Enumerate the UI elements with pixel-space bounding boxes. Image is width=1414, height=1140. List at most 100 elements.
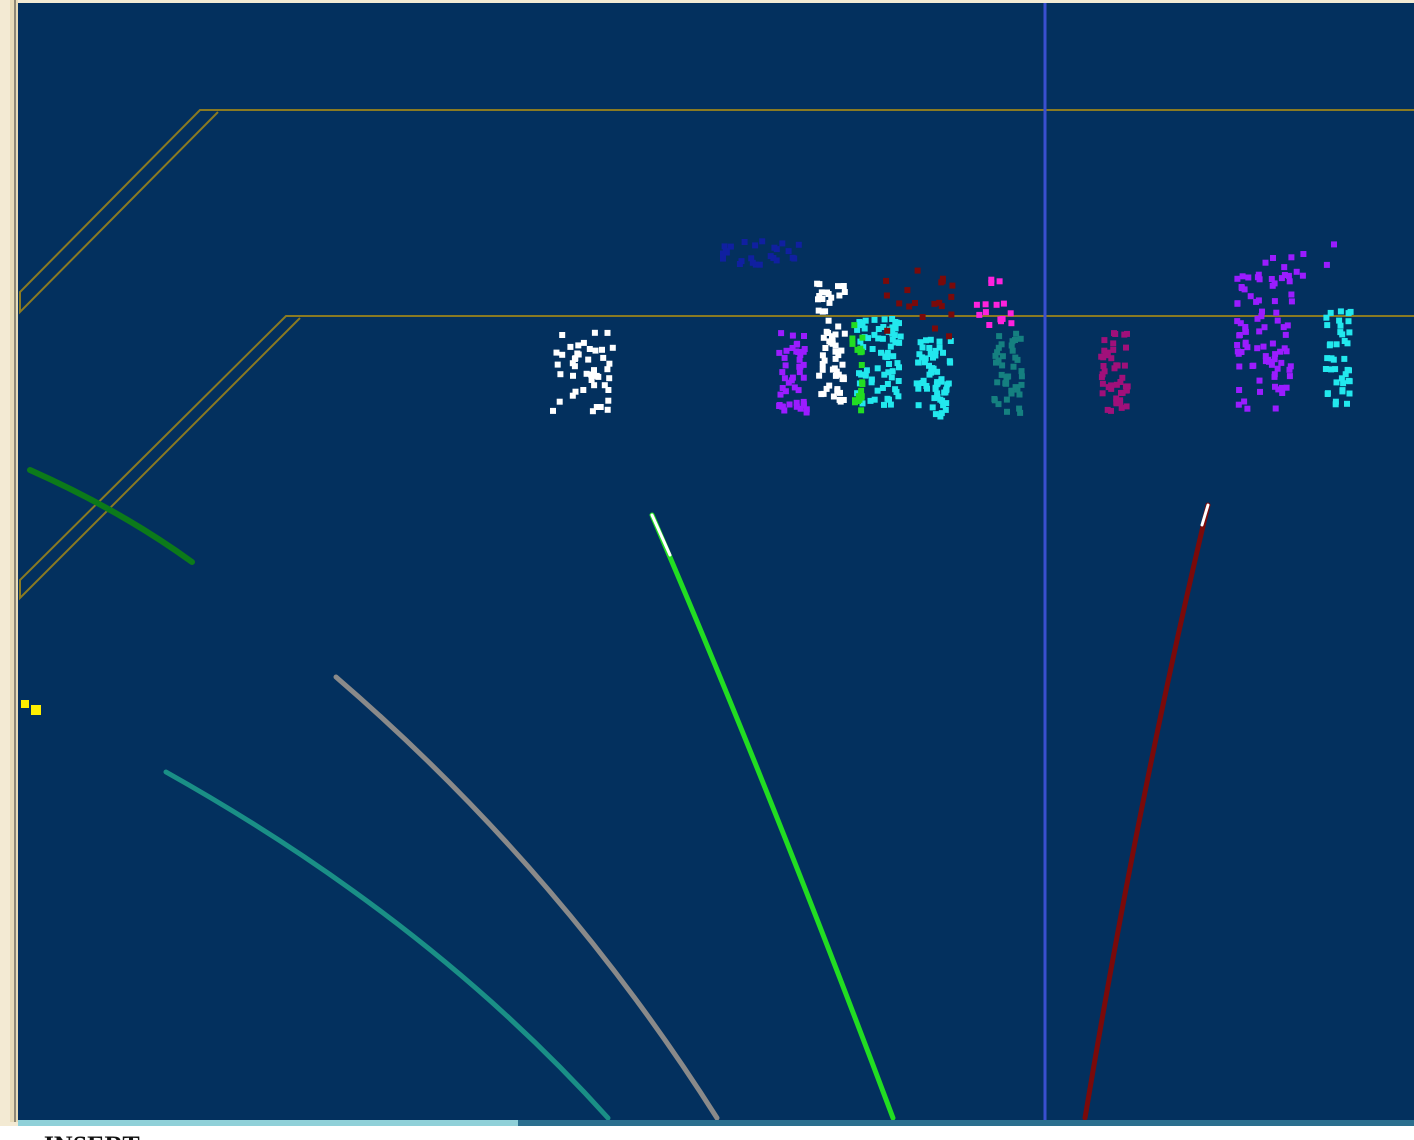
- hit: [795, 241, 802, 248]
- hit: [823, 328, 830, 335]
- hit: [1328, 366, 1335, 373]
- hit: [924, 385, 930, 392]
- hit: [849, 340, 856, 347]
- hit: [1277, 348, 1284, 355]
- hit: [801, 333, 807, 339]
- hit: [574, 350, 581, 357]
- hit: [995, 357, 1002, 364]
- hit: [583, 370, 590, 377]
- hit: [939, 397, 946, 404]
- hit: [1234, 318, 1241, 325]
- hit: [1323, 314, 1330, 321]
- hit: [796, 363, 803, 370]
- hit: [749, 259, 756, 266]
- hit: [1009, 347, 1016, 354]
- hit: [994, 349, 1001, 356]
- hit: [778, 330, 785, 337]
- hit: [1009, 338, 1016, 345]
- hit: [1324, 390, 1331, 397]
- hit: [835, 283, 841, 290]
- track-gray: [333, 674, 720, 1121]
- hit: [939, 275, 946, 282]
- hit: [818, 289, 825, 296]
- hit: [832, 331, 839, 338]
- hit: [1235, 401, 1242, 408]
- hit: [926, 345, 933, 351]
- hit: [999, 353, 1006, 360]
- hit: [796, 369, 803, 376]
- hit: [880, 324, 887, 330]
- hit: [920, 377, 927, 384]
- hit: [1238, 284, 1245, 290]
- hit: [932, 352, 939, 359]
- hit: [915, 385, 922, 392]
- hit: [988, 276, 995, 283]
- hit: [1017, 335, 1024, 342]
- hit: [779, 369, 786, 376]
- outline-lower: [19, 315, 1414, 601]
- hit: [886, 396, 892, 403]
- hit: [559, 351, 566, 358]
- hit: [1236, 332, 1243, 339]
- hit: [1300, 251, 1307, 257]
- hit: [858, 407, 865, 414]
- hit: [839, 361, 846, 368]
- hit: [793, 403, 800, 410]
- hit: [1121, 362, 1128, 369]
- hit: [796, 356, 803, 363]
- hit: [1245, 274, 1252, 281]
- hit: [819, 308, 826, 315]
- hit: [858, 371, 865, 378]
- hit: [1236, 363, 1243, 370]
- hit: [795, 387, 802, 394]
- hit: [752, 242, 759, 249]
- hit: [1271, 356, 1278, 363]
- hit: [1285, 272, 1292, 279]
- hit: [862, 372, 869, 379]
- hit: [800, 402, 807, 409]
- hit: [821, 357, 828, 364]
- hit: [1269, 340, 1276, 347]
- hit: [1013, 330, 1020, 337]
- hit: [1268, 276, 1275, 282]
- hit: [859, 400, 866, 407]
- hit: [1274, 317, 1281, 324]
- hit: [825, 317, 832, 324]
- hit: [1012, 384, 1019, 391]
- hit: [1262, 259, 1269, 266]
- hit: [556, 398, 563, 405]
- hit: [998, 371, 1005, 378]
- hit: [786, 401, 793, 408]
- hit: [947, 359, 954, 366]
- hit: [1344, 400, 1350, 407]
- hit: [1101, 337, 1108, 344]
- hit: [1259, 308, 1265, 315]
- hit-clusters: [550, 238, 1354, 420]
- hit: [889, 336, 896, 343]
- hit: [1282, 331, 1289, 338]
- hit: [1008, 387, 1015, 394]
- hit: [856, 396, 863, 403]
- hit: [991, 396, 998, 402]
- hit: [1332, 366, 1339, 373]
- hit: [1113, 395, 1120, 402]
- hit: [914, 267, 921, 274]
- hit: [887, 401, 894, 408]
- scrollbar-track: [18, 1120, 1414, 1126]
- hit: [580, 339, 587, 346]
- hit: [797, 405, 804, 412]
- hit: [832, 348, 839, 355]
- hit: [896, 320, 902, 327]
- hit: [948, 311, 955, 318]
- hit: [927, 336, 934, 343]
- hit: [819, 352, 826, 359]
- hit: [889, 324, 896, 331]
- hit: [947, 338, 954, 344]
- hit: [782, 388, 789, 395]
- hit: [741, 239, 748, 245]
- hit: [1104, 406, 1111, 413]
- hit: [1278, 384, 1285, 391]
- hit: [915, 359, 922, 366]
- hit: [1287, 363, 1294, 370]
- hit-yellow: [21, 700, 29, 708]
